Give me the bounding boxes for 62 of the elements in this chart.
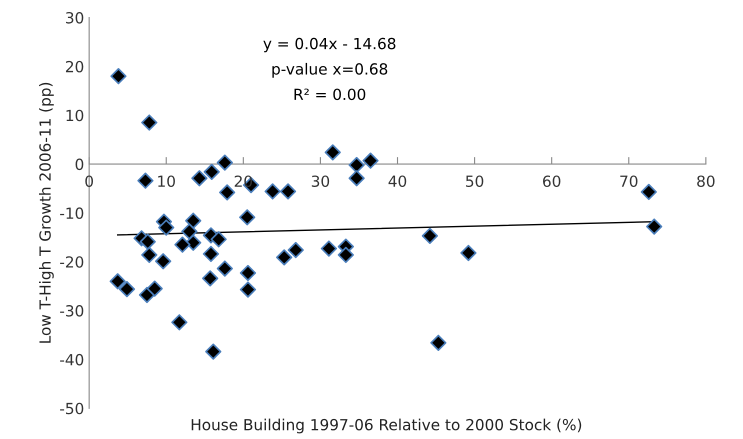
y-tick-label: -20 — [60, 256, 84, 268]
point — [276, 249, 292, 266]
point — [240, 281, 256, 298]
x-tick-label: 70 — [620, 175, 638, 188]
point — [204, 164, 220, 180]
point — [320, 240, 338, 257]
point — [348, 156, 365, 174]
annotation: R² = 0.00 — [294, 88, 366, 100]
point — [181, 223, 198, 240]
point — [460, 244, 477, 262]
point — [171, 314, 188, 330]
point — [118, 280, 136, 298]
y-tick-label: 10 — [66, 110, 84, 122]
point — [185, 212, 202, 229]
point — [288, 242, 304, 258]
point — [239, 209, 256, 226]
point — [338, 246, 354, 264]
point — [646, 218, 662, 235]
point — [422, 228, 438, 244]
x-tick-label: 30 — [312, 175, 330, 188]
point — [264, 183, 281, 200]
point — [141, 246, 158, 264]
point — [324, 144, 341, 160]
point — [216, 260, 233, 277]
point — [240, 264, 256, 282]
point — [146, 280, 163, 297]
point — [110, 273, 126, 290]
x-tick-label: 50 — [466, 175, 484, 188]
y-tick-label: -10 — [60, 207, 84, 219]
point — [216, 154, 233, 171]
point — [362, 152, 379, 169]
y-tick-label: 30 — [66, 12, 84, 24]
point — [210, 231, 227, 248]
point — [348, 170, 365, 186]
point — [280, 183, 296, 200]
annotation: y = 0.04x - 14.68 — [263, 38, 396, 52]
x-tick-label: 80 — [697, 175, 715, 188]
point — [158, 219, 174, 236]
y-tick-label: -50 — [60, 402, 84, 414]
y-tick-label: -40 — [60, 354, 84, 366]
point — [205, 344, 222, 360]
y-axis-title: Low T-High T Growth 2006-11 (pp) — [39, 82, 54, 343]
annotation: p-value x=0.68 — [272, 62, 388, 78]
y-tick-label: 0 — [76, 158, 84, 170]
point — [202, 270, 218, 286]
x-tick-label: 10 — [158, 175, 175, 188]
point — [140, 234, 156, 250]
point — [191, 170, 208, 186]
point — [219, 184, 236, 201]
point — [141, 114, 158, 131]
x-tick-label: 60 — [543, 175, 560, 188]
point — [640, 184, 657, 200]
y-tick-label: -30 — [60, 305, 84, 317]
point — [155, 253, 172, 270]
point — [110, 68, 127, 84]
point — [202, 246, 220, 262]
point — [137, 172, 154, 189]
x-axis-title: House Building 1997-06 Relative to 2000 Stock (%) — [192, 418, 582, 434]
y-tick-label: 20 — [66, 60, 84, 72]
point — [430, 334, 446, 351]
x-tick-label: 40 — [388, 175, 406, 188]
point — [174, 236, 191, 253]
